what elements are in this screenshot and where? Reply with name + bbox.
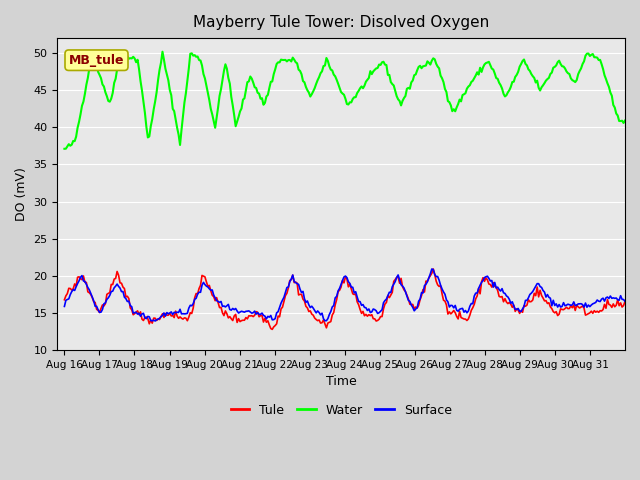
Water bbox=[61, 146, 68, 152]
Surface bbox=[350, 290, 358, 296]
Line: Tule: Tule bbox=[65, 269, 625, 329]
Surface bbox=[620, 297, 627, 302]
Surface bbox=[621, 299, 629, 304]
Water bbox=[621, 118, 629, 123]
Tule bbox=[79, 273, 87, 279]
Tule bbox=[97, 306, 105, 312]
Title: Mayberry Tule Tower: Disolved Oxygen: Mayberry Tule Tower: Disolved Oxygen bbox=[193, 15, 490, 30]
Surface bbox=[463, 310, 471, 316]
Surface bbox=[97, 309, 105, 315]
Water bbox=[545, 75, 553, 81]
Tule bbox=[621, 299, 629, 304]
Tule bbox=[61, 297, 68, 302]
Surface bbox=[79, 278, 87, 284]
Tule bbox=[429, 266, 437, 272]
Line: Surface: Surface bbox=[65, 269, 625, 321]
Tule bbox=[620, 303, 627, 309]
Water bbox=[97, 75, 105, 81]
Y-axis label: DO (mV): DO (mV) bbox=[15, 167, 28, 221]
Tule bbox=[350, 292, 358, 298]
Water bbox=[350, 95, 358, 100]
Tule bbox=[547, 304, 554, 310]
Legend: Tule, Water, Surface: Tule, Water, Surface bbox=[225, 399, 457, 422]
Surface bbox=[547, 295, 554, 301]
Surface bbox=[61, 303, 68, 309]
Line: Water: Water bbox=[65, 52, 625, 149]
Tule bbox=[463, 318, 471, 324]
Water bbox=[618, 118, 626, 123]
Surface bbox=[428, 266, 436, 272]
Surface bbox=[151, 318, 159, 324]
Tule bbox=[268, 326, 276, 332]
Water bbox=[79, 99, 87, 105]
Text: MB_tule: MB_tule bbox=[68, 54, 124, 67]
Water bbox=[159, 49, 166, 55]
Water bbox=[461, 90, 469, 96]
X-axis label: Time: Time bbox=[326, 375, 356, 388]
